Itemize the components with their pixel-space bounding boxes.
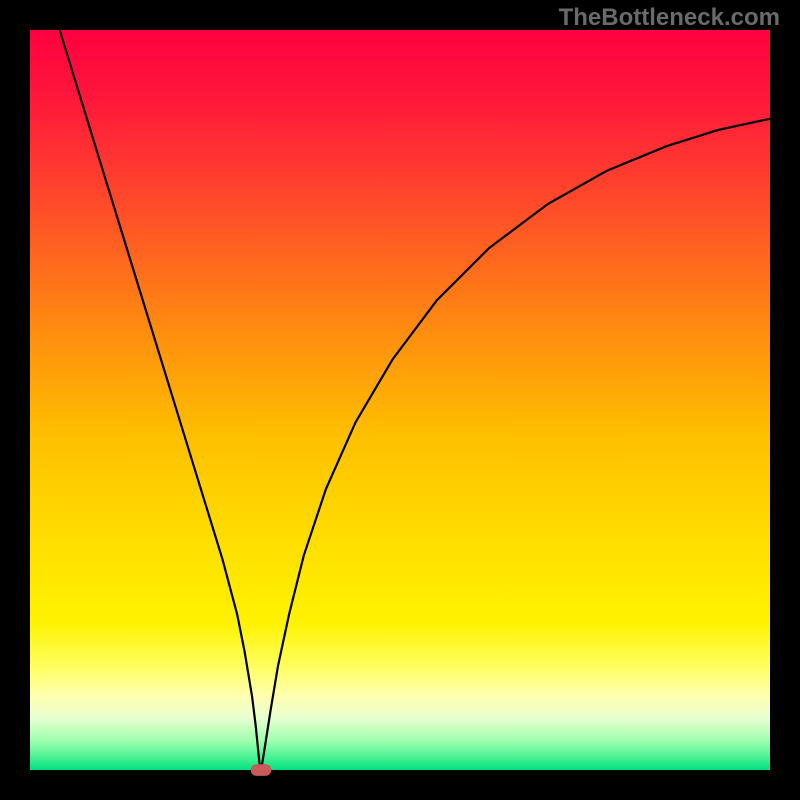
optimum-marker (251, 764, 272, 776)
bottleneck-curve (30, 30, 770, 770)
watermark-text: TheBottleneck.com (559, 4, 780, 32)
plot-area (30, 30, 770, 770)
marker-pill (251, 764, 272, 776)
curve-path (60, 30, 770, 770)
